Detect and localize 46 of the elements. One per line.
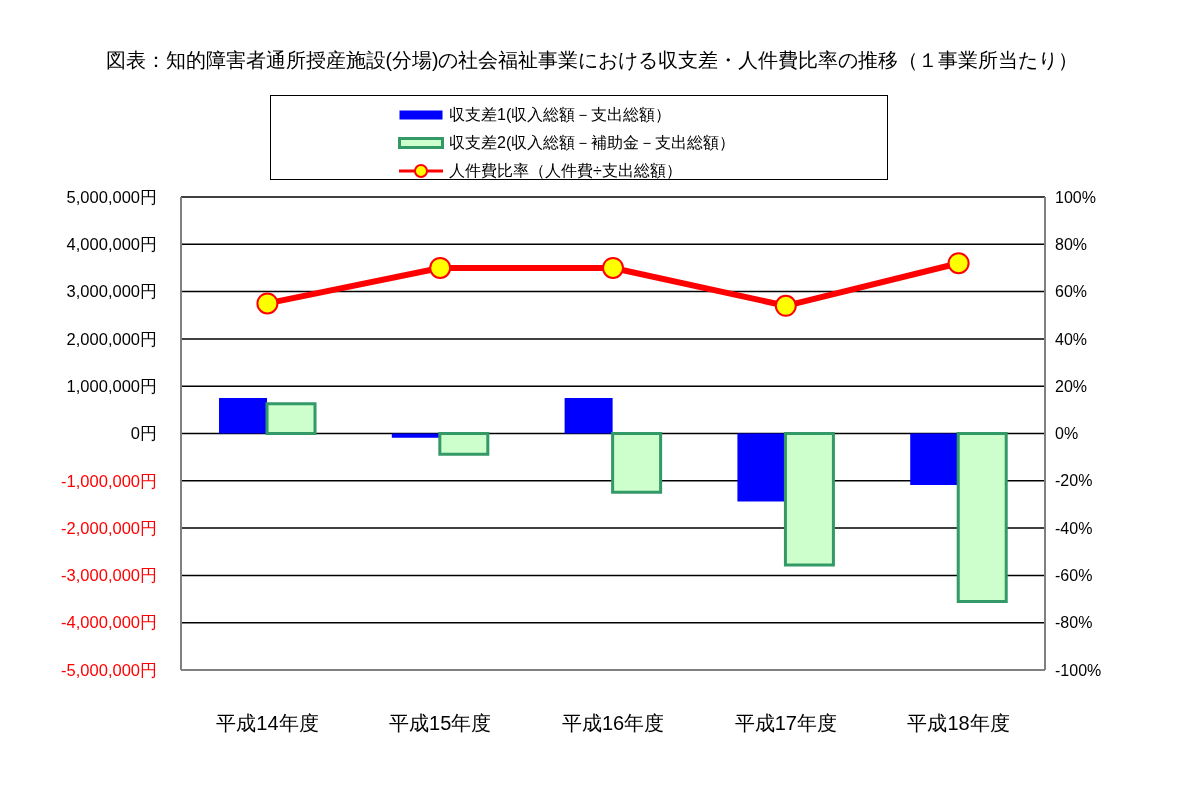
x-tick-label: 平成17年度 xyxy=(734,712,837,735)
bar xyxy=(219,398,268,434)
y-tick-label: 4,000,000円 xyxy=(66,235,157,254)
y2-tick-label: 40% xyxy=(1055,330,1088,348)
x-tick-label: 平成14年度 xyxy=(216,712,319,735)
y-tick-label: 1,000,000円 xyxy=(66,376,157,395)
y2-tick-label: -80% xyxy=(1055,614,1093,632)
bar xyxy=(564,398,613,434)
y-tick-label: -3,000,000円 xyxy=(61,566,157,585)
point xyxy=(774,294,797,317)
x-tick-label: 平成18年度 xyxy=(907,712,1010,735)
legend-label: 収支差2(収入総額－補助金－支出総額） xyxy=(449,132,736,153)
y2-tick-label: -100% xyxy=(1055,661,1102,679)
y2-tick-label: 100% xyxy=(1055,188,1096,206)
y-tick-label: 0円 xyxy=(130,424,157,443)
y2-tick-label: -20% xyxy=(1055,472,1093,490)
y-tick-label: 2,000,000円 xyxy=(66,329,157,348)
y2-tick-label: -60% xyxy=(1055,567,1093,584)
x-tick-label: 平成16年度 xyxy=(561,712,665,735)
y2-tick-label: 80% xyxy=(1055,235,1088,253)
point xyxy=(947,252,970,275)
y-tick-label: 5,000,000円 xyxy=(66,187,157,206)
y-tick-label: -2,000,000円 xyxy=(61,518,157,537)
x-tick-label: 平成15年度 xyxy=(389,712,492,735)
bar xyxy=(438,432,490,456)
point xyxy=(256,292,279,315)
point xyxy=(602,256,624,279)
bar xyxy=(737,433,786,502)
point xyxy=(429,256,452,279)
y2-tick-label: 20% xyxy=(1055,377,1088,395)
y-tick-label: -5,000,000円 xyxy=(61,660,157,679)
chart-title: 図表：知的障害者通所授産施設(分場)の社会福祉事業における収支差・人件費比率の推移（１事業所当たり） xyxy=(104,48,1080,73)
legend-label: 収支差1(収入総額－支出総額） xyxy=(449,104,672,125)
bar xyxy=(783,432,835,567)
bar xyxy=(910,433,959,486)
bar xyxy=(611,432,663,494)
y-tick-label: -1,000,000円 xyxy=(61,471,157,490)
y-tick-label: -4,000,000円 xyxy=(61,613,157,632)
y2-tick-label: 60% xyxy=(1055,283,1088,301)
y2-tick-label: 0% xyxy=(1055,425,1079,443)
bar xyxy=(956,432,1008,603)
y2-tick-label: -40% xyxy=(1055,519,1093,537)
y-tick-label: 3,000,000円 xyxy=(66,282,157,301)
bar xyxy=(391,433,440,438)
bar xyxy=(265,402,317,435)
legend-label: 人件費比率（人件費÷支出総額） xyxy=(449,160,682,181)
